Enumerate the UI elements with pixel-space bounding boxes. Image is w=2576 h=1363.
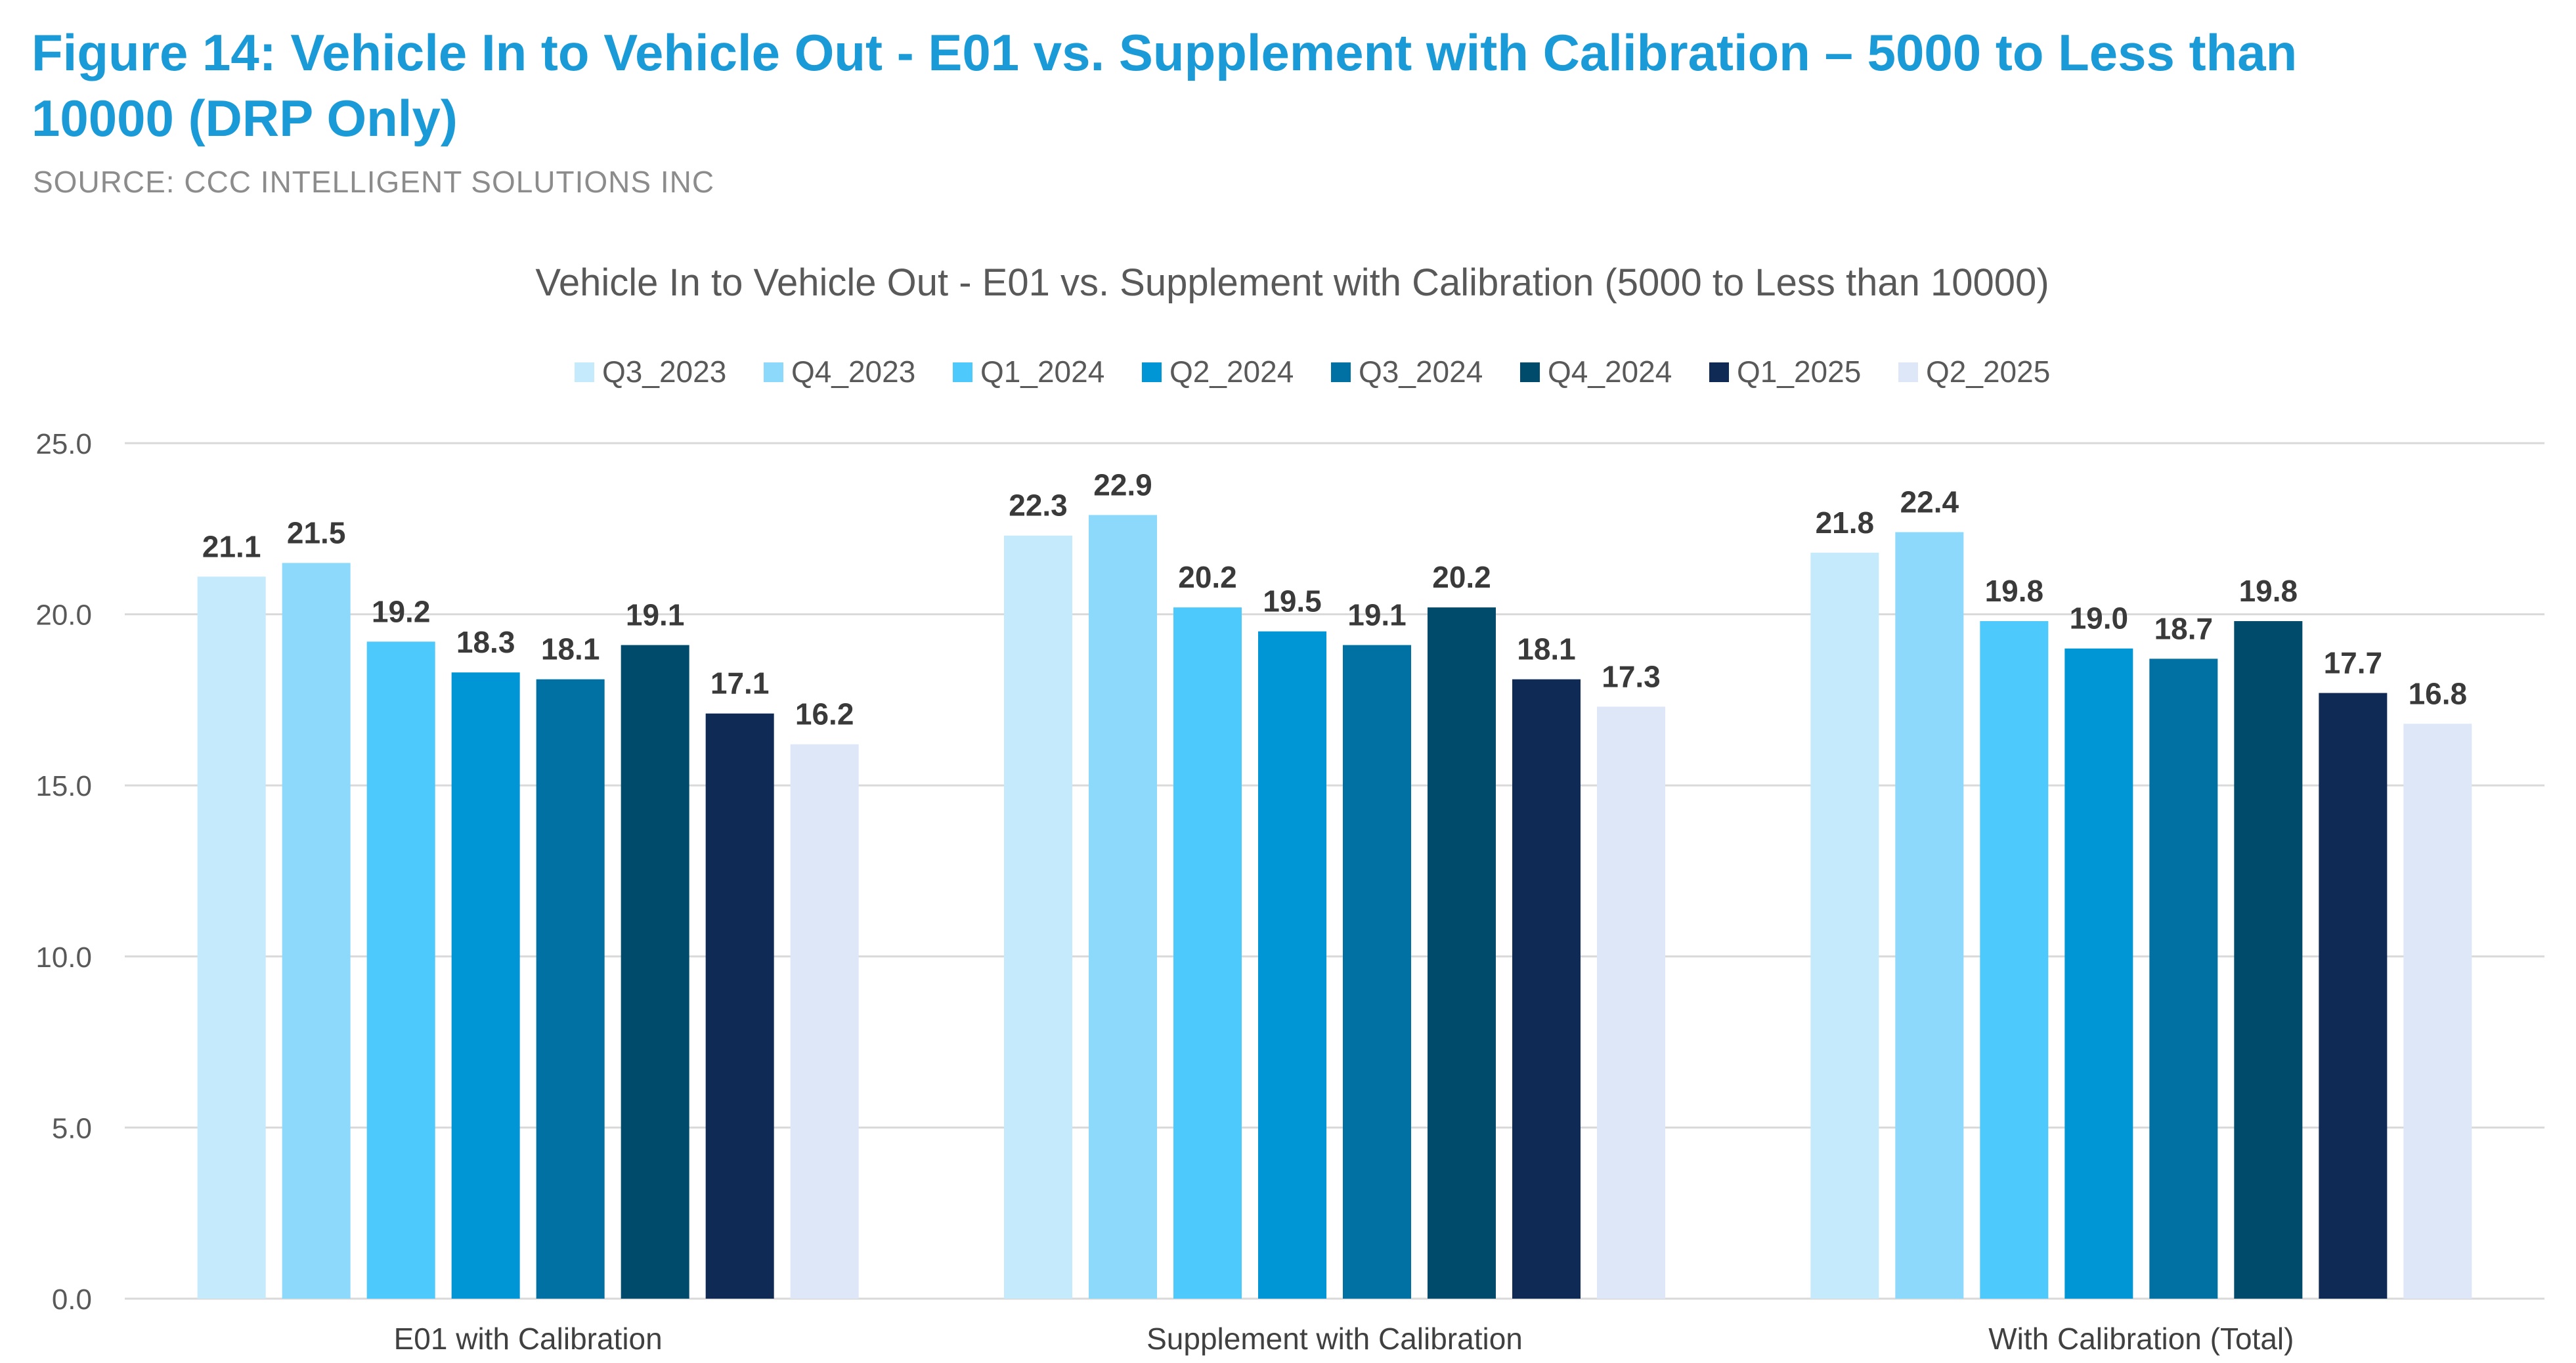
legend-label-q3-2024: Q3_2024 (1359, 355, 1483, 389)
data-label-e01-with-calibration-q1-2024: 19.2 (372, 594, 431, 628)
bar-e01-with-calibration-q1-2024 (366, 641, 435, 1299)
bar-supplement-with-calibration-q2-2024 (1258, 631, 1326, 1299)
data-label-e01-with-calibration-q2-2025: 16.2 (795, 697, 854, 731)
figure-source: SOURCE: CCC INTELLIGENT SOLUTIONS INC (33, 165, 715, 199)
y-tick-label-25-0: 25.0 (35, 428, 92, 460)
bar-supplement-with-calibration-q1-2024 (1173, 607, 1242, 1299)
bar-series-group: 21.1 21.5 19.2 18.3 18.1 19.1 17.1 16.2 22.3 22.9… (197, 467, 2472, 1299)
bar-chart: Vehicle In to Vehicle Out - E01 vs. Supp… (35, 261, 2544, 1356)
legend-item-q3-2023: Q3_2023 (575, 355, 726, 389)
bar-e01-with-calibration-q1-2025 (705, 713, 774, 1299)
data-label-with-calibration-total-q4-2023: 22.4 (1900, 485, 1959, 519)
x-axis: E01 with Calibration Supplement with Cali… (394, 1322, 2294, 1356)
bar-e01-with-calibration-q2-2024 (451, 672, 520, 1299)
legend-label-q2-2025: Q2_2025 (1926, 355, 2050, 389)
data-label-with-calibration-total-q2-2024: 19.0 (2070, 601, 2129, 636)
legend-label-q1-2025: Q1_2025 (1737, 355, 1861, 389)
bar-with-calibration-total-q2-2025 (2403, 724, 2472, 1299)
bar-supplement-with-calibration-q3-2024 (1343, 645, 1411, 1299)
data-label-e01-with-calibration-q4-2024: 19.1 (626, 598, 685, 632)
data-label-supplement-with-calibration-q2-2024: 19.5 (1263, 584, 1322, 618)
bar-supplement-with-calibration-q3-2023 (1004, 535, 1072, 1299)
legend-swatch-q2-2025 (1898, 362, 1918, 382)
bar-with-calibration-total-q4-2023 (1895, 532, 1964, 1299)
legend-label-q4-2023: Q4_2023 (791, 355, 915, 389)
data-label-e01-with-calibration-q1-2025: 17.1 (710, 666, 770, 701)
data-label-supplement-with-calibration-q2-2025: 17.3 (1602, 659, 1661, 693)
bar-e01-with-calibration-q3-2023 (197, 576, 266, 1299)
x-category-label-with-calibration-total: With Calibration (Total) (1988, 1322, 2294, 1356)
data-label-e01-with-calibration-q2-2024: 18.3 (456, 625, 515, 659)
bar-supplement-with-calibration-q4-2024 (1428, 607, 1496, 1299)
bar-with-calibration-total-q3-2024 (2149, 659, 2218, 1299)
chart-gridlines (125, 442, 2544, 1300)
data-label-e01-with-calibration-q4-2023: 21.5 (287, 515, 346, 550)
legend-swatch-q3-2023 (575, 362, 594, 382)
y-axis: 0.0 5.0 10.0 15.0 20.0 25.0 (35, 428, 92, 1316)
y-tick-label-10-0: 10.0 (35, 941, 92, 974)
data-label-with-calibration-total-q3-2023: 21.8 (1816, 506, 1875, 540)
bar-e01-with-calibration-q2-2025 (790, 744, 859, 1299)
y-tick-label-20-0: 20.0 (35, 599, 92, 632)
data-label-supplement-with-calibration-q1-2025: 18.1 (1517, 632, 1576, 666)
legend-item-q1-2024: Q1_2024 (953, 355, 1104, 389)
data-label-e01-with-calibration-q3-2024: 18.1 (541, 632, 600, 666)
data-label-with-calibration-total-q4-2024: 19.8 (2239, 574, 2298, 608)
legend-item-q1-2025: Q1_2025 (1709, 355, 1861, 389)
bar-e01-with-calibration-q4-2024 (621, 645, 689, 1299)
y-tick-label-0-0: 0.0 (52, 1284, 92, 1316)
legend-label-q3-2023: Q3_2023 (602, 355, 726, 389)
legend-item-q2-2025: Q2_2025 (1898, 355, 2050, 389)
bar-with-calibration-total-q2-2024 (2064, 648, 2133, 1299)
legend-item-q4-2024: Q4_2024 (1520, 355, 1672, 389)
legend-swatch-q4-2023 (764, 362, 783, 382)
y-tick-label-15-0: 15.0 (35, 770, 92, 802)
bar-with-calibration-total-q1-2024 (1980, 621, 2049, 1299)
data-label-supplement-with-calibration-q1-2024: 20.2 (1178, 560, 1237, 594)
legend-item-q3-2024: Q3_2024 (1331, 355, 1483, 389)
data-label-with-calibration-total-q2-2025: 16.8 (2409, 676, 2468, 710)
figure-title: Figure 14: Vehicle In to Vehicle Out - E… (32, 24, 2298, 147)
bar-supplement-with-calibration-q1-2025 (1512, 679, 1581, 1299)
bar-with-calibration-total-q4-2024 (2234, 621, 2303, 1299)
data-label-supplement-with-calibration-q3-2023: 22.3 (1009, 488, 1068, 523)
legend-item-q2-2024: Q2_2024 (1142, 355, 1294, 389)
bar-supplement-with-calibration-q2-2025 (1597, 706, 1665, 1299)
data-label-with-calibration-total-q1-2025: 17.7 (2324, 645, 2383, 680)
bar-with-calibration-total-q1-2025 (2319, 693, 2388, 1299)
data-label-supplement-with-calibration-q3-2024: 19.1 (1347, 598, 1407, 632)
legend-swatch-q2-2024 (1142, 362, 1162, 382)
data-label-supplement-with-calibration-q4-2023: 22.9 (1093, 467, 1152, 502)
data-label-supplement-with-calibration-q4-2024: 20.2 (1432, 560, 1491, 594)
bar-with-calibration-total-q3-2023 (1810, 552, 1879, 1299)
bar-e01-with-calibration-q4-2023 (282, 563, 351, 1299)
legend-swatch-q1-2024 (953, 362, 972, 382)
legend-label-q2-2024: Q2_2024 (1169, 355, 1294, 389)
legend-swatch-q4-2024 (1520, 362, 1540, 382)
bar-supplement-with-calibration-q4-2023 (1089, 515, 1157, 1299)
x-category-label-e01-with-calibration: E01 with Calibration (394, 1322, 663, 1356)
chart-legend: Q3_2023 Q4_2023 Q1_2024 Q2_2024 Q3_2024 Q4_20… (575, 355, 2050, 389)
x-category-label-supplement-with-calibration: Supplement with Calibration (1146, 1322, 1523, 1356)
legend-swatch-q1-2025 (1709, 362, 1729, 382)
data-label-e01-with-calibration-q3-2023: 21.1 (202, 529, 261, 563)
legend-swatch-q3-2024 (1331, 362, 1351, 382)
data-label-with-calibration-total-q3-2024: 18.7 (2154, 611, 2214, 645)
bar-e01-with-calibration-q3-2024 (536, 679, 605, 1299)
legend-label-q4-2024: Q4_2024 (1548, 355, 1672, 389)
legend-item-q4-2023: Q4_2023 (764, 355, 915, 389)
legend-label-q1-2024: Q1_2024 (980, 355, 1104, 389)
data-label-with-calibration-total-q1-2024: 19.8 (1985, 574, 2044, 608)
chart-title: Vehicle In to Vehicle Out - E01 vs. Supp… (535, 261, 2049, 304)
y-tick-label-5-0: 5.0 (52, 1112, 92, 1144)
